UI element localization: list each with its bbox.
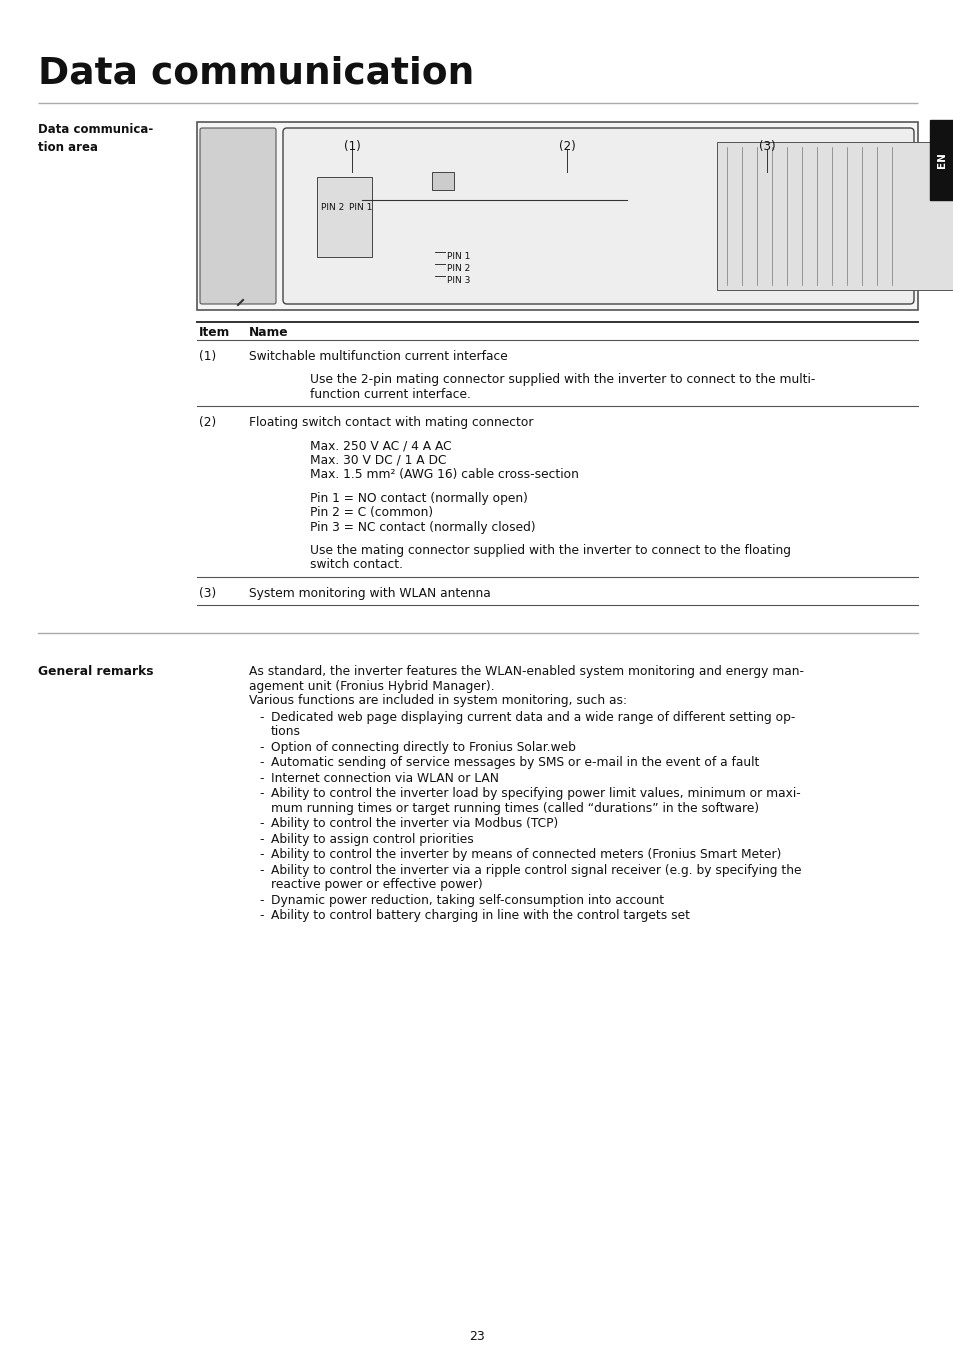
Text: Automatic sending of service messages by SMS or e-mail in the event of a fault: Automatic sending of service messages by… (271, 756, 759, 770)
Text: Ability to control the inverter via a ripple control signal receiver (e.g. by sp: Ability to control the inverter via a ri… (271, 864, 801, 876)
Text: Option of connecting directly to Fronius Solar.web: Option of connecting directly to Fronius… (271, 741, 576, 753)
Bar (929, 120, 953, 200)
Text: Dynamic power reduction, taking self-consumption into account: Dynamic power reduction, taking self-con… (271, 894, 663, 907)
Text: Internet connection via WLAN or LAN: Internet connection via WLAN or LAN (271, 772, 498, 784)
Text: General remarks: General remarks (38, 666, 153, 678)
Text: Ability to control the inverter by means of connected meters (Fronius Smart Mete: Ability to control the inverter by means… (271, 848, 781, 861)
Text: PIN 2: PIN 2 (447, 265, 470, 273)
Text: Data communica-
tion area: Data communica- tion area (38, 123, 153, 154)
Text: Name: Name (249, 325, 289, 339)
Text: -: - (258, 894, 263, 907)
Text: Ability to control the inverter via Modbus (TCP): Ability to control the inverter via Modb… (271, 817, 558, 830)
Text: (3): (3) (199, 587, 216, 599)
Text: -: - (258, 864, 263, 876)
Bar (196, 122, 917, 310)
Text: Ability to control the inverter load by specifying power limit values, minimum o: Ability to control the inverter load by … (271, 787, 800, 801)
Text: System monitoring with WLAN antenna: System monitoring with WLAN antenna (249, 587, 490, 599)
Text: (2): (2) (558, 140, 575, 153)
Text: PIN 2: PIN 2 (320, 202, 344, 212)
Text: Data communication: Data communication (38, 55, 474, 90)
Text: EN: EN (936, 153, 946, 167)
Text: -: - (258, 817, 263, 830)
Text: PIN 3: PIN 3 (447, 275, 470, 285)
Text: PIN 1: PIN 1 (447, 252, 470, 261)
FancyBboxPatch shape (200, 128, 275, 304)
Bar (316, 177, 372, 256)
Text: -: - (258, 711, 263, 724)
Text: Pin 3 = NC contact (normally closed): Pin 3 = NC contact (normally closed) (310, 521, 535, 533)
Text: Max. 250 V AC / 4 A AC: Max. 250 V AC / 4 A AC (310, 439, 451, 452)
Text: (2): (2) (199, 416, 216, 429)
Text: tions: tions (271, 725, 301, 738)
Text: Max. 1.5 mm² (AWG 16) cable cross-section: Max. 1.5 mm² (AWG 16) cable cross-sectio… (310, 468, 578, 482)
Text: Pin 1 = NO contact (normally open): Pin 1 = NO contact (normally open) (310, 491, 527, 505)
Bar (717, 142, 953, 290)
Text: PIN 1: PIN 1 (349, 202, 372, 212)
Text: Item: Item (199, 325, 230, 339)
Text: -: - (258, 772, 263, 784)
Text: reactive power or effective power): reactive power or effective power) (271, 879, 482, 891)
Text: Use the mating connector supplied with the inverter to connect to the floating: Use the mating connector supplied with t… (310, 544, 790, 556)
Text: -: - (258, 741, 263, 753)
Text: (3): (3) (758, 140, 775, 153)
Text: As standard, the inverter features the WLAN-enabled system monitoring and energy: As standard, the inverter features the W… (249, 666, 803, 678)
Text: Floating switch contact with mating connector: Floating switch contact with mating conn… (249, 416, 533, 429)
Text: -: - (258, 848, 263, 861)
Text: -: - (258, 756, 263, 770)
Text: Ability to assign control priorities: Ability to assign control priorities (271, 833, 474, 846)
Text: mum running times or target running times (called “durations” in the software): mum running times or target running time… (271, 802, 759, 815)
Text: agement unit (Fronius Hybrid Manager).: agement unit (Fronius Hybrid Manager). (249, 680, 494, 693)
Text: (1): (1) (199, 350, 216, 363)
Text: Dedicated web page displaying current data and a wide range of different setting: Dedicated web page displaying current da… (271, 711, 795, 724)
Text: Various functions are included in system monitoring, such as:: Various functions are included in system… (249, 694, 626, 707)
Text: Max. 30 V DC / 1 A DC: Max. 30 V DC / 1 A DC (310, 454, 446, 467)
Text: -: - (258, 787, 263, 801)
Text: Pin 2 = C (common): Pin 2 = C (common) (310, 506, 433, 520)
FancyBboxPatch shape (283, 128, 913, 304)
Text: 23: 23 (469, 1330, 484, 1343)
Text: -: - (258, 833, 263, 846)
Text: function current interface.: function current interface. (310, 387, 471, 401)
Text: switch contact.: switch contact. (310, 559, 402, 571)
Text: (1): (1) (343, 140, 360, 153)
Text: Use the 2-pin mating connector supplied with the inverter to connect to the mult: Use the 2-pin mating connector supplied … (310, 373, 815, 386)
Text: Ability to control battery charging in line with the control targets set: Ability to control battery charging in l… (271, 910, 689, 922)
Text: -: - (258, 910, 263, 922)
Bar (432, 171, 454, 190)
Text: Switchable multifunction current interface: Switchable multifunction current interfa… (249, 350, 507, 363)
